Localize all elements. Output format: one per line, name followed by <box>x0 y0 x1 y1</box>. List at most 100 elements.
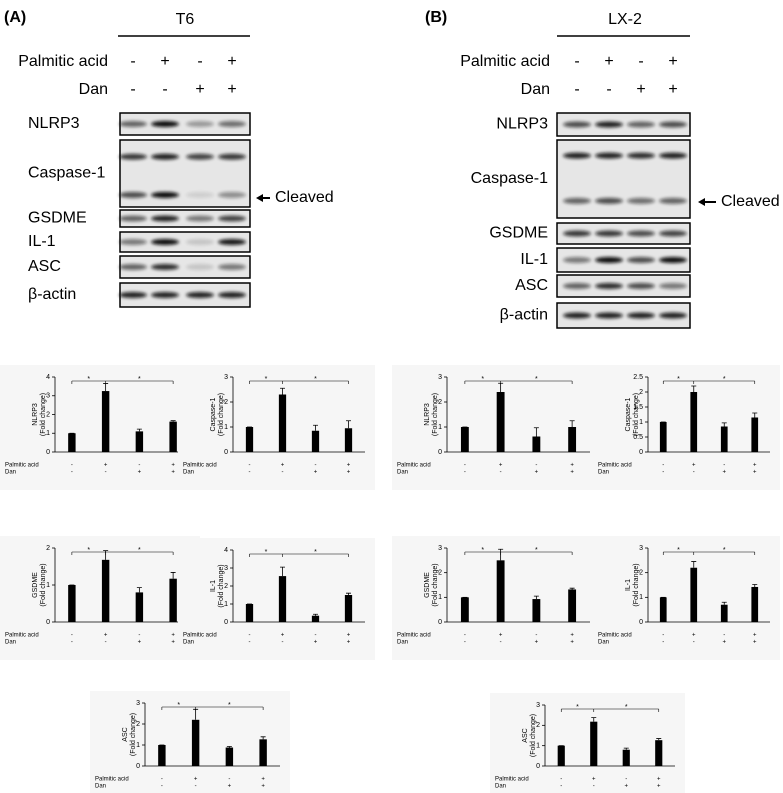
treatment-sign: - <box>71 633 73 639</box>
y-tick-label: 1 <box>438 424 442 431</box>
y-axis-label: Caspase-1 <box>210 397 217 431</box>
treatment-sign: + <box>592 777 596 783</box>
y-tick-label: 0 <box>136 763 140 770</box>
bar <box>311 430 320 452</box>
error-bar <box>313 424 318 431</box>
significance-label: * <box>228 702 231 709</box>
treatment-sign: - <box>315 463 317 469</box>
treatment-label: Palmitic acid <box>598 633 632 639</box>
error-bar <box>721 422 727 427</box>
treatment-sign: + <box>314 640 318 646</box>
treatment-label: Dan <box>598 470 609 476</box>
bar <box>169 578 177 622</box>
y-axis-unit: (Fold change) <box>218 393 225 436</box>
treatment-sign: + <box>535 640 539 646</box>
significance-label: * <box>87 547 90 554</box>
y-tick-label: 3 <box>136 700 140 707</box>
significance-label: * <box>177 702 180 709</box>
blot-band <box>659 283 687 289</box>
blot-label: ASC <box>28 258 61 275</box>
bar <box>169 421 177 452</box>
blot-band <box>119 191 147 198</box>
blot-band <box>595 152 623 159</box>
treatment-sign: - <box>464 470 466 476</box>
bar <box>532 599 541 622</box>
treatment-sign: - <box>500 640 502 646</box>
y-axis-unit: (Fold change) <box>130 713 137 756</box>
treatment-sign: + <box>261 777 265 783</box>
blot-band <box>186 292 214 298</box>
chart-background <box>490 693 685 793</box>
treatment-sign: - <box>662 463 664 469</box>
y-tick-label: 1.5 <box>633 404 643 411</box>
y-axis-unit: (Fold change) <box>40 393 47 436</box>
treatment-label: Palmitic acid <box>397 633 431 639</box>
treatment-sign: + <box>753 633 757 639</box>
y-tick-label: 0 <box>46 449 50 456</box>
blot-label: Caspase-1 <box>28 165 105 182</box>
treatment-label: Palmitic acid <box>183 633 217 639</box>
treatment-sign: + <box>570 640 574 646</box>
treatment-sign: - <box>464 463 466 469</box>
blot-band <box>659 197 687 204</box>
significance-label: * <box>677 376 680 383</box>
treatment-sign: - <box>464 640 466 646</box>
blot-band <box>218 292 246 298</box>
treatment-sign: + <box>636 81 645 98</box>
y-tick-label: 1 <box>438 594 442 601</box>
bar <box>568 589 577 622</box>
blot-band <box>563 230 591 237</box>
blot-label: β-actin <box>28 286 76 303</box>
y-axis-unit: (Fold change) <box>432 393 439 436</box>
y-tick-label: 2 <box>536 722 540 729</box>
error-bar <box>752 412 758 418</box>
y-tick-label: 0 <box>224 449 228 456</box>
blot-label: GSDME <box>28 210 87 227</box>
treatment-sign: + <box>227 53 236 70</box>
blot-band <box>119 215 147 222</box>
treatment-sign: + <box>138 640 142 646</box>
treatment-sign: - <box>71 640 73 646</box>
y-tick-label: 3 <box>536 702 540 709</box>
error-bar <box>260 736 266 740</box>
treatment-sign: - <box>638 53 643 70</box>
blot-band <box>119 292 147 298</box>
treatment-sign: + <box>668 81 677 98</box>
error-bar <box>313 613 318 616</box>
y-axis-label: IL-1 <box>625 579 632 591</box>
treatment-sign: - <box>282 470 284 476</box>
y-tick-label: 3 <box>46 393 50 400</box>
treatment-sign: - <box>105 470 107 476</box>
treatment-sign: + <box>138 470 142 476</box>
treatment-sign: - <box>249 470 251 476</box>
treatment-label: Dan <box>183 640 194 646</box>
blot-band <box>659 257 687 263</box>
significance-label: * <box>265 376 268 383</box>
blot-label: NLRP3 <box>28 115 80 132</box>
cell-line-label: T6 <box>176 11 195 28</box>
blot-band <box>563 197 591 204</box>
blot-band <box>151 121 179 127</box>
treatment-sign: + <box>722 640 726 646</box>
treatment-sign: - <box>500 470 502 476</box>
treatment-sign: - <box>574 53 579 70</box>
bar <box>191 719 200 766</box>
y-tick-label: 2 <box>46 411 50 418</box>
y-axis-label: Caspase-1 <box>625 397 632 431</box>
blot-band <box>186 121 214 127</box>
blot-band <box>627 197 655 204</box>
significance-label: * <box>314 376 317 383</box>
treatment-sign: - <box>249 463 251 469</box>
error-bar <box>136 428 142 432</box>
bar <box>720 604 728 622</box>
blot-band <box>186 153 214 160</box>
treatment-sign: + <box>722 470 726 476</box>
blot-band <box>627 152 655 159</box>
treatment-sign: - <box>723 633 725 639</box>
error-bar <box>533 595 539 600</box>
treatment-sign: + <box>171 640 175 646</box>
y-tick-label: 1 <box>224 601 228 608</box>
treatment-sign: - <box>535 633 537 639</box>
treatment-sign: - <box>197 53 202 70</box>
